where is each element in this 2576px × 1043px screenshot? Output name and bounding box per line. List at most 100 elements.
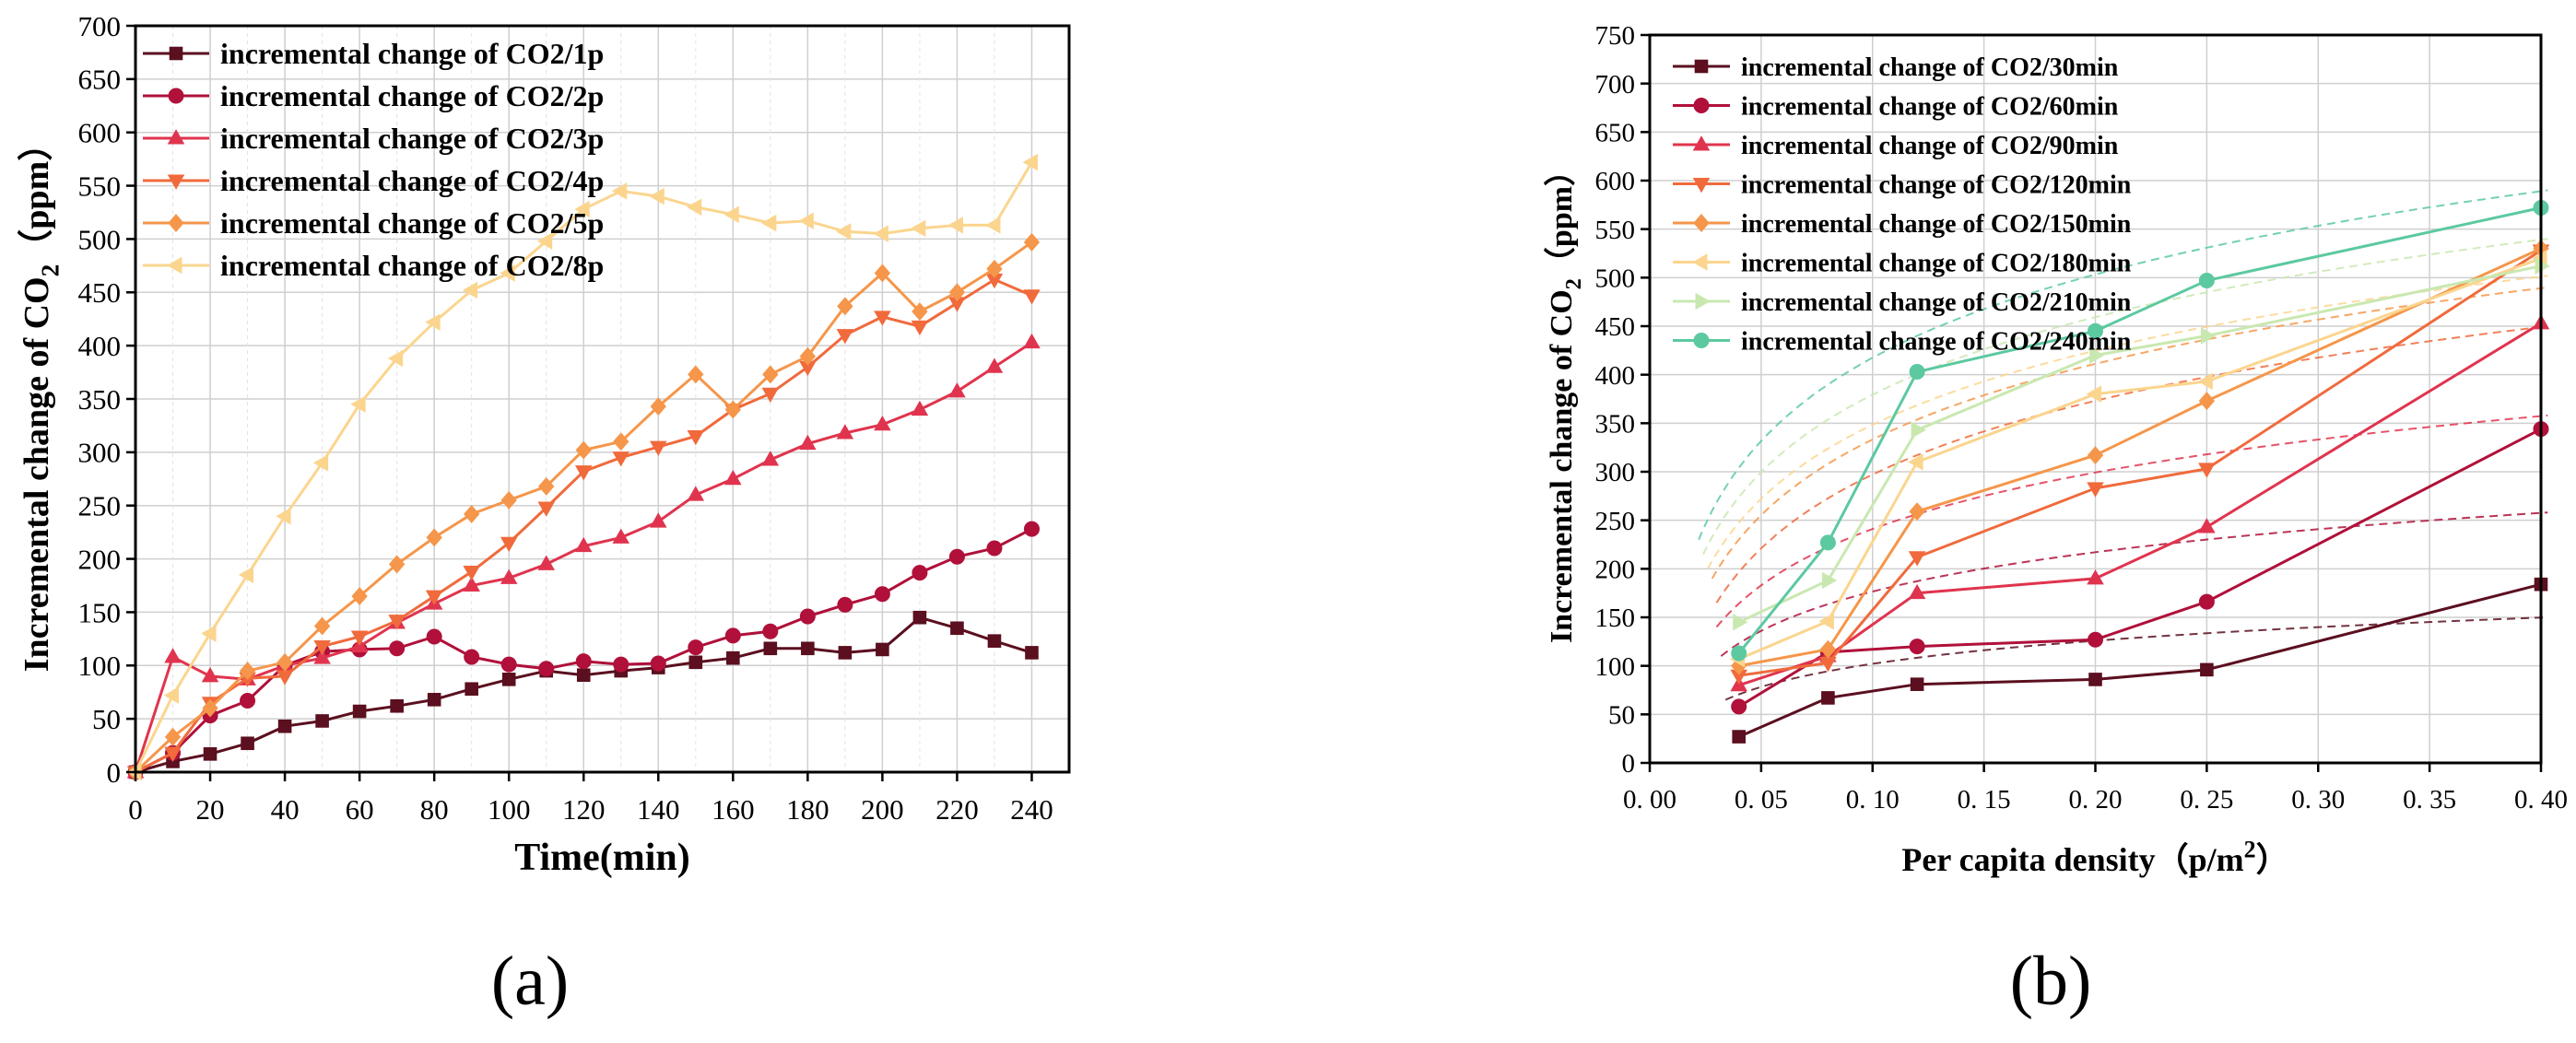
data-point [425, 590, 443, 605]
y-tick-label: 100 [78, 650, 122, 682]
data-point [1023, 232, 1041, 252]
legend: incremental change of CO2/1p incremental … [143, 37, 604, 282]
x-axis-title-end: ） [2256, 841, 2289, 878]
data-point [201, 625, 217, 642]
y-tick-label: 450 [78, 276, 122, 309]
data-point [650, 655, 666, 672]
y-axis-title-sub: 2 [1561, 278, 1586, 289]
data-point [761, 214, 777, 232]
legend-label-4: incremental change of CO2/4p [220, 164, 604, 197]
data-point [575, 440, 592, 460]
data-point [238, 566, 254, 584]
x-tick-label: 140 [637, 793, 680, 826]
data-point [351, 587, 368, 606]
y-axis-title: Incremental change of CO2（ppm） [18, 126, 64, 672]
data-point [950, 621, 964, 636]
data-point [876, 642, 889, 657]
data-point [2087, 446, 2104, 465]
data-point [313, 639, 331, 656]
data-point [874, 415, 891, 431]
data-point [911, 219, 926, 238]
fit-curve-8 [1698, 189, 2548, 541]
y-axis-title-unit: （ppm） [18, 126, 56, 264]
legend-label-6: incremental change of CO2/8p [220, 249, 604, 282]
x-tick-label: 120 [562, 793, 606, 826]
axes: 0 20 40 60 80 100 120 140 160 180 200 220 2400501001… [18, 10, 1071, 879]
data-point [276, 508, 291, 525]
data-point [1909, 502, 1925, 522]
x-tick-label: 0. 35 [2403, 785, 2456, 814]
y-axis-title-text: Incremental change of CO [1545, 289, 1579, 643]
x-tick-label: 0 [128, 793, 143, 826]
fit-curve-7 [1702, 238, 2548, 555]
data-point [536, 232, 553, 251]
data-point [874, 264, 891, 283]
data-point [388, 555, 406, 574]
x-axis-title: Time(min) [514, 837, 690, 879]
y-tick-label: 200 [78, 543, 122, 575]
y-tick-label: 600 [78, 117, 122, 149]
data-point [2200, 662, 2214, 677]
fit-curve-5 [1711, 286, 2548, 580]
y-tick-label: 500 [1595, 264, 1636, 293]
chart-panel-b: 0. 00 0. 05 0. 10 0. 15 0. 20 0. 25 0. 30 0. 35… [1543, 21, 2568, 878]
data-point [688, 365, 704, 384]
data-point [798, 212, 814, 230]
data-point [873, 225, 888, 242]
data-point [612, 451, 630, 467]
data-point [462, 281, 478, 299]
data-point [1909, 364, 1925, 381]
data-point [463, 576, 480, 592]
data-point [912, 565, 928, 581]
data-point [500, 656, 517, 673]
data-point [650, 397, 666, 416]
data-point [315, 714, 329, 728]
data-point [575, 653, 592, 670]
data-point [2198, 518, 2216, 533]
data-point [239, 662, 256, 681]
data-point [426, 628, 442, 645]
data-point [388, 615, 406, 630]
data-point [947, 217, 963, 234]
data-point [688, 655, 703, 670]
x-tick-label: 200 [861, 793, 904, 826]
data-point [838, 646, 853, 660]
data-point [464, 505, 480, 523]
x-tick-label: 0. 05 [1735, 785, 1788, 814]
legend-label-3: incremental change of CO2/90min [1741, 132, 2119, 160]
data-point [465, 682, 478, 697]
data-point [241, 736, 254, 751]
data-point [2088, 631, 2103, 648]
legend-label-8: incremental change of CO2/240min [1741, 327, 2132, 356]
data-point [985, 217, 1001, 234]
y-tick-label: 750 [1595, 21, 1636, 51]
data-point [650, 512, 667, 528]
y-tick-label: 650 [78, 64, 122, 96]
y-tick-label: 150 [1595, 604, 1636, 633]
data-point [986, 540, 1003, 557]
legend-label-2: incremental change of CO2/2p [220, 79, 604, 112]
data-point [649, 187, 665, 205]
fit-curve-4 [1715, 325, 2548, 604]
data-point [425, 313, 441, 331]
data-point [1909, 639, 1925, 655]
x-axis-title-text: Per capita density（p/m [1901, 841, 2243, 878]
y-tick-label: 100 [1595, 652, 1636, 682]
y-tick-label: 300 [78, 437, 122, 469]
data-point [2087, 569, 2104, 585]
y-axis-title-unit: （ppm） [1543, 155, 1579, 278]
data-point [1731, 645, 1747, 662]
x-tick-label: 60 [346, 793, 374, 826]
x-tick-label: 180 [786, 793, 829, 826]
data-point [948, 548, 965, 565]
series-1 [1732, 577, 2548, 744]
data-point [686, 198, 702, 216]
series-6 [126, 153, 1038, 781]
data-point [500, 568, 518, 584]
data-point [1818, 612, 1834, 630]
data-point [911, 320, 929, 336]
data-point [874, 586, 890, 603]
data-point [501, 673, 516, 686]
legend-label-1: incremental change of CO2/30min [1741, 53, 2119, 82]
data-point [874, 311, 891, 326]
